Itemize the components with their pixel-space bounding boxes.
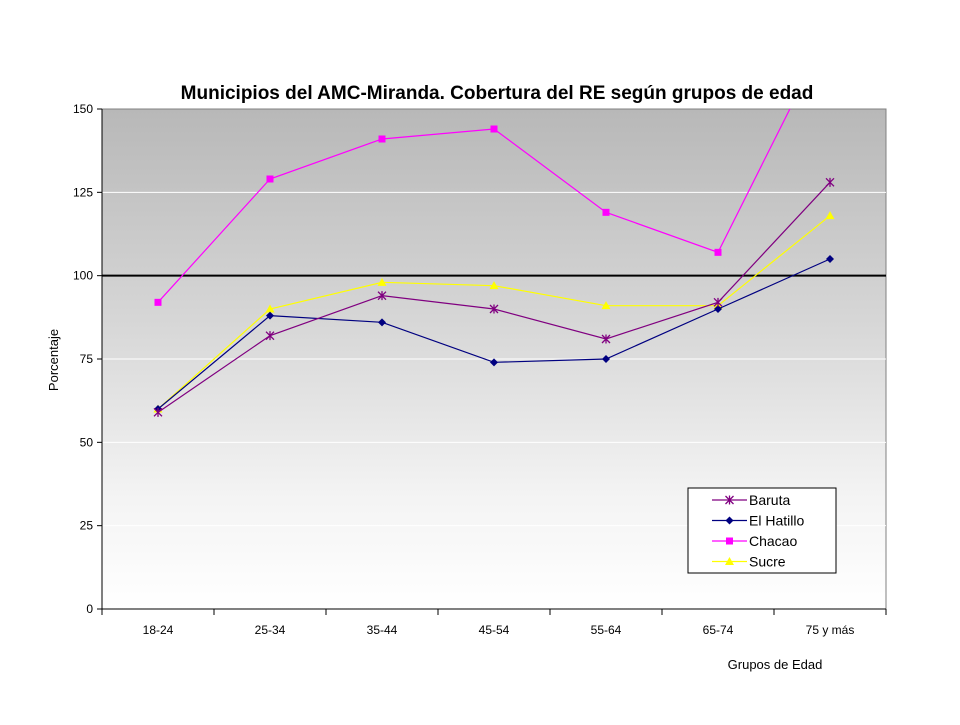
- x-tick-label: 65-74: [703, 623, 734, 637]
- data-point-chacao: [827, 26, 834, 33]
- data-point-chacao: [714, 248, 722, 256]
- legend-entry-chacao: Chacao: [712, 533, 797, 549]
- y-tick-label: 25: [80, 519, 94, 533]
- data-point-sucre: [377, 277, 387, 286]
- data-point-chacao: [154, 298, 162, 306]
- legend-entry-sucre: Sucre: [712, 554, 786, 570]
- x-axis: 18-24 25-34 35-44 45-54 55-64 65-74 75 y más: [101, 608, 887, 637]
- data-point-sucre: [489, 281, 499, 290]
- data-point-sucre: [825, 211, 835, 220]
- data-point-el-hatillo: [490, 358, 498, 367]
- y-tick-label: 50: [80, 435, 94, 449]
- chart-title: Municipios del AMC-Miranda. Cobertura de…: [181, 83, 814, 104]
- data-point-baruta: [377, 291, 387, 301]
- series-chacao: [154, 26, 834, 306]
- legend-entry-el-hatillo: El Hatillo: [712, 513, 804, 529]
- y-tick-label: 100: [73, 269, 93, 283]
- legend-box: [687, 487, 837, 574]
- series-baruta: [153, 177, 835, 417]
- data-point-baruta: [713, 297, 723, 307]
- x-tick-label: 35-44: [367, 623, 398, 637]
- legend-label-baruta: Baruta: [749, 492, 790, 508]
- data-point-baruta: [489, 304, 499, 314]
- legend: Baruta El Hatillo Chacao Sucre: [687, 487, 837, 574]
- legend-marker-sucre: [725, 557, 734, 565]
- legend-marker-chacao: [726, 537, 733, 545]
- x-axis-label: Grupos de Edad: [728, 657, 823, 672]
- x-tick-label: 18-24: [143, 623, 174, 637]
- data-point-el-hatillo: [826, 255, 834, 263]
- data-point-chacao: [490, 125, 498, 133]
- data-point-el-hatillo: [714, 305, 722, 313]
- legend-label-el-hatillo: El Hatillo: [749, 513, 804, 529]
- data-point-el-hatillo: [266, 311, 274, 320]
- x-tick-label: 45-54: [479, 623, 510, 637]
- data-point-baruta: [601, 334, 611, 344]
- x-tick-label: 25-34: [255, 623, 286, 637]
- y-tick-label: 150: [73, 102, 93, 116]
- series-group: [153, 26, 835, 417]
- data-point-el-hatillo: [378, 318, 386, 327]
- legend-label-sucre: Sucre: [749, 554, 786, 570]
- data-point-baruta: [825, 177, 835, 187]
- data-point-baruta: [265, 331, 275, 341]
- y-tick-label: 75: [80, 352, 94, 366]
- data-point-sucre: [265, 304, 275, 313]
- y-axis: 0 25 50 75 100 125 150: [73, 102, 103, 616]
- data-point-chacao: [266, 175, 274, 183]
- y-axis-label: Porcentaje: [46, 329, 61, 391]
- legend-marker-baruta: [725, 495, 734, 505]
- series-el-hatillo: [154, 255, 834, 413]
- data-point-sucre: [601, 301, 611, 310]
- data-point-chacao: [602, 208, 610, 216]
- y-tick-label: 125: [73, 185, 93, 199]
- data-point-el-hatillo: [602, 355, 610, 363]
- legend-label-chacao: Chacao: [749, 533, 797, 549]
- x-tick-label: 55-64: [591, 623, 622, 637]
- x-tick-label: 75 y más: [806, 623, 855, 637]
- data-point-baruta: [153, 407, 163, 417]
- legend-marker-el-hatillo: [725, 516, 734, 525]
- data-point-chacao: [378, 135, 386, 143]
- legend-entry-baruta: Baruta: [712, 492, 790, 508]
- y-tick-label: 0: [86, 602, 93, 616]
